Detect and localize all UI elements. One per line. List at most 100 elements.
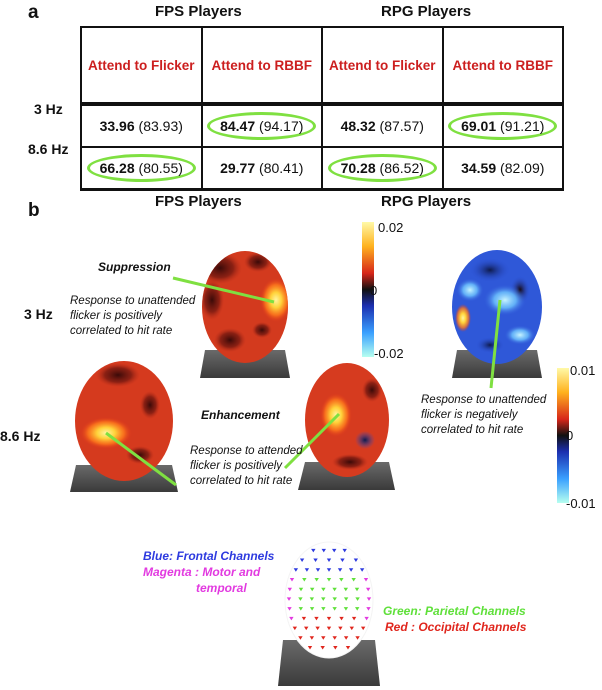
cell-paren: (80.41)	[259, 160, 304, 176]
table-cell: 66.28 (80.55)	[80, 146, 203, 191]
table-header-row: Attend to Flicker Attend to RBBF Attend …	[80, 26, 564, 105]
cell-paren: (94.17)	[259, 118, 304, 134]
suppression-title: Suppression	[98, 260, 171, 274]
electrode-dot	[364, 616, 369, 621]
electrode-dot	[339, 577, 344, 582]
electrode-dot	[340, 558, 345, 563]
electrode-dot	[298, 597, 303, 601]
electrode-dot	[286, 597, 292, 601]
electrode-dot	[298, 636, 303, 640]
electrode-dot	[351, 616, 357, 621]
electrode-dot	[351, 577, 356, 582]
panel-b-letter: b	[28, 200, 40, 221]
scalp-map-fps-3hz	[200, 251, 290, 378]
table-cell: 33.96 (83.93)	[80, 102, 203, 148]
electrode-dot	[360, 626, 366, 631]
electrode-dot	[298, 607, 303, 611]
arrow-line	[489, 299, 502, 389]
electrode-dot	[332, 597, 337, 601]
cell-value: 66.28	[99, 160, 135, 176]
colorbar-fps	[362, 222, 374, 357]
electrode-dot	[320, 646, 325, 650]
panel-b-group-fps: FPS Players	[155, 193, 242, 210]
electrode-dot	[315, 568, 321, 572]
enhancement-title: Enhancement	[201, 408, 280, 422]
electrode-dot	[332, 636, 337, 640]
negative-line: Response to unattended	[421, 394, 547, 406]
legend-frontal: Blue: Frontal Channels	[143, 549, 275, 563]
electrode-dot	[332, 548, 337, 553]
electrode-dot	[355, 607, 360, 611]
electrode-dot	[332, 607, 337, 611]
electrode-dot	[302, 577, 307, 582]
electrode-dot	[339, 616, 344, 621]
electrode-dot	[354, 587, 360, 592]
electrode-dot	[345, 646, 351, 650]
electrode-dot	[363, 577, 369, 582]
negative-line: correlated to hit rate	[421, 424, 524, 436]
electrode-dot	[287, 607, 292, 611]
electrode-dot	[326, 558, 332, 563]
table-row: 66.28 (80.55) 29.77 (80.41) 70.28 (86.52…	[80, 146, 564, 191]
scalp-map-rpg-86hz	[298, 363, 395, 490]
electrode-dot	[304, 626, 309, 631]
legend-occipital: Red : Occipital Channels	[385, 620, 527, 634]
colorbar-rpg	[557, 368, 569, 503]
table-row: 33.96 (83.93) 84.47 (94.17) 48.32 (87.57…	[80, 102, 564, 148]
suppression-line: Response to unattended	[70, 295, 196, 307]
panel-a-group-rpg: RPG Players	[381, 3, 472, 20]
arrow-line	[172, 276, 275, 304]
results-table: Attend to Flicker Attend to RBBF Attend …	[80, 26, 564, 191]
arrow-line	[105, 431, 177, 487]
electrode-dot	[292, 626, 298, 631]
table-cell: 69.01 (91.21)	[441, 102, 564, 148]
electrode-dot	[332, 587, 337, 592]
electrode-dot	[349, 626, 354, 631]
cell-paren: (87.57)	[379, 118, 424, 134]
scalp-map-rpg-3hz	[452, 250, 542, 378]
electrode-dot	[326, 626, 332, 631]
electrode-dot	[315, 626, 320, 631]
column-header: Attend to RBBF	[200, 26, 323, 105]
electrode-dot	[359, 568, 365, 572]
electrode-dot	[355, 597, 360, 601]
cell-value: 48.32	[340, 118, 376, 134]
column-header: Attend to Flicker	[80, 26, 203, 105]
panel-a-group-fps: FPS Players	[155, 3, 242, 20]
panel-b-row-3hz: 3 Hz	[24, 306, 53, 322]
cell-paren: (86.52)	[379, 160, 424, 176]
legend-motor: Magenta : Motor and	[143, 565, 261, 579]
panel-b-group-rpg: RPG Players	[381, 193, 472, 210]
electrode-dot	[321, 597, 326, 601]
electrode-dot	[310, 587, 315, 592]
electrode-dot	[289, 577, 295, 582]
electrode-dot	[343, 587, 348, 592]
electrode-dot	[348, 568, 354, 572]
panel-a-letter: a	[28, 2, 39, 23]
colorbar-fps-mid: 0	[370, 283, 378, 298]
table-cell: 29.77 (80.41)	[200, 146, 323, 191]
electrode-dot	[321, 548, 326, 553]
electrode-dot	[343, 597, 349, 601]
table-cell: 84.47 (94.17)	[200, 102, 323, 148]
enhancement-line: correlated to hit rate	[190, 475, 293, 487]
cell-value: 84.47	[220, 118, 256, 134]
electrode-dots	[286, 548, 372, 650]
enhancement-line: Response to attended	[190, 445, 303, 457]
colorbar-fps-max: 0.02	[378, 220, 404, 235]
suppression-line: correlated to hit rate	[70, 325, 173, 337]
cell-paren: (91.21)	[500, 118, 545, 134]
electrode-dot	[311, 548, 316, 553]
cell-paren: (83.93)	[138, 118, 183, 134]
suppression-text: Response to unattended flicker is positi…	[70, 294, 195, 339]
cell-paren: (80.55)	[138, 160, 183, 176]
electrode-dot	[333, 646, 338, 650]
highlight-ellipse: 66.28 (80.55)	[86, 154, 196, 182]
electrode-dot	[299, 558, 305, 563]
electrode-dot	[313, 558, 318, 563]
cell-value: 33.96	[99, 118, 135, 134]
electrode-dot	[326, 616, 332, 621]
arrow-line	[283, 412, 341, 470]
highlight-ellipse: 70.28 (86.52)	[327, 154, 437, 182]
